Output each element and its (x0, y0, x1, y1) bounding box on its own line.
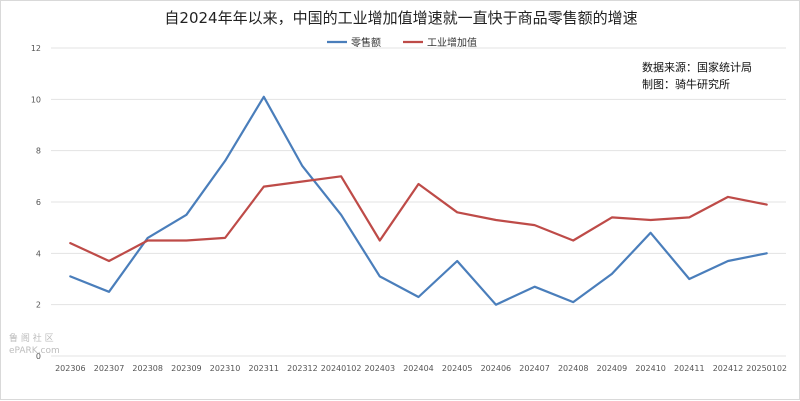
x-tick-label: 202311 (248, 364, 279, 373)
y-tick-label: 12 (31, 44, 41, 53)
source-annotation: 数据来源：国家统计局 制图：骑牛研究所 (642, 60, 752, 91)
x-tick-label: 202412 (713, 364, 744, 373)
x-tick-label: 202404 (403, 364, 434, 373)
x-tick-label: 202306 (55, 364, 86, 373)
x-tick-label: 20250102 (746, 364, 787, 373)
x-tick-label: 202312 (287, 364, 318, 373)
y-tick-label: 0 (36, 352, 41, 361)
chart-title: 自2024年年以来，中国的工业增加值增速就一直快于商品零售额的增速 (164, 9, 637, 27)
chart-maker-text: 制图：骑牛研究所 (642, 77, 730, 91)
y-tick-label: 6 (36, 198, 41, 207)
series-line-industrial (69, 175, 768, 263)
y-tick-label: 4 (36, 249, 41, 258)
x-tick-label: 202406 (481, 364, 512, 373)
legend-label-industrial: 工业增加值 (427, 36, 477, 49)
x-tick-label: 202307 (94, 364, 125, 373)
y-tick-label: 2 (36, 301, 41, 310)
y-axis: 0 2 4 6 8 10 12 (31, 44, 41, 361)
x-tick-label: 202408 (558, 364, 589, 373)
legend: 零售额 工业增加值 (327, 36, 477, 49)
x-tick-label: 202407 (519, 364, 550, 373)
data-source-text: 数据来源：国家统计局 (642, 60, 752, 74)
series-lines (69, 95, 768, 306)
watermark-line1: 鲁 阁 社 区 (9, 332, 54, 344)
gridlines (51, 47, 786, 357)
x-tick-label: 202310 (210, 364, 241, 373)
x-tick-label: 202405 (442, 364, 473, 373)
x-tick-label: 202410 (635, 364, 666, 373)
x-tick-label: 202308 (132, 364, 163, 373)
watermark: 鲁 阁 社 区 ePARK.com (9, 332, 60, 356)
x-tick-label: 202409 (597, 364, 628, 373)
x-tick-label: 202403 (365, 364, 396, 373)
series-line-retail (69, 95, 768, 306)
x-tick-label: 202411 (674, 364, 705, 373)
legend-label-retail: 零售额 (351, 36, 381, 49)
watermark-line2: ePARK.com (9, 346, 60, 356)
x-tick-label: 20240102 (321, 364, 362, 373)
y-tick-label: 8 (36, 147, 41, 156)
x-tick-label: 202309 (171, 364, 202, 373)
x-axis: 202306 202307 202308 202309 202310 202311 2023… (55, 364, 787, 373)
y-tick-label: 10 (31, 95, 41, 104)
